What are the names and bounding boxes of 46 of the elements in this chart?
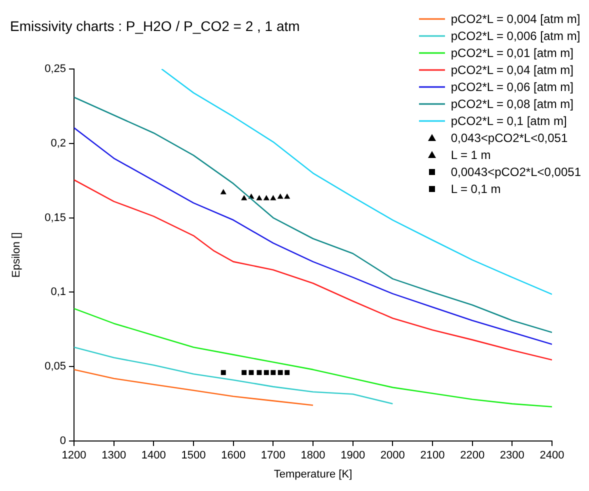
- legend-label: 0,0043<pCO2*L<0,0051 L = 0,1 m: [450, 164, 581, 196]
- x-tick-label: 1700: [260, 450, 286, 462]
- chart-title: Emissivity charts : P_H2O / P_CO2 = 2 , 1 atm: [10, 18, 300, 34]
- point: [220, 189, 226, 194]
- point: [241, 194, 248, 200]
- legend-label: pCO2*L = 0,04 [atm m]: [450, 62, 574, 76]
- point: [248, 370, 254, 376]
- x-tick-label: 1400: [141, 450, 166, 462]
- point: [220, 370, 226, 376]
- y-tick-label: 0,25: [44, 63, 66, 76]
- x-tick-label: 2400: [540, 450, 564, 462]
- point: [256, 194, 262, 200]
- y-axis-title: Epsilon []: [10, 232, 23, 278]
- x-tick-label: 1600: [221, 450, 246, 462]
- x-tick-label: 2100: [420, 450, 445, 462]
- x-tick-label: 1200: [62, 450, 86, 462]
- y-tick-label: 0: [60, 435, 66, 448]
- point: [278, 370, 283, 376]
- point: [270, 194, 276, 200]
- legend-label: pCO2*L = 0,1 [atm m]: [450, 114, 567, 128]
- point: [277, 193, 284, 199]
- x-tick-label: 2200: [460, 450, 485, 462]
- point: [284, 193, 290, 199]
- legend-label: pCO2*L = 0,06 [atm m]: [450, 80, 574, 94]
- legend-label: pCO2*L = 0,01 [atm m]: [450, 46, 574, 60]
- x-tick-label: 2300: [500, 450, 524, 462]
- y-tick-label: 0,2: [50, 137, 66, 150]
- x-tick-label: 1300: [102, 450, 126, 462]
- x-axis-title: Temperature [K]: [274, 468, 352, 480]
- point: [284, 370, 290, 376]
- point: [242, 370, 247, 376]
- legend-label: 0,043<pCO2*L<0,051 L = 1 m: [450, 130, 568, 162]
- point: [263, 194, 270, 200]
- y-tick-label: 0,1: [50, 286, 66, 298]
- legend-label: pCO2*L = 0,006 [atm m]: [450, 28, 580, 42]
- y-tick-label: 0,05: [44, 360, 66, 373]
- point: [256, 370, 262, 376]
- y-tick-label: 0,15: [44, 212, 66, 224]
- legend-label: pCO2*L = 0,08 [atm m]: [450, 96, 574, 110]
- point: [264, 370, 269, 376]
- x-tick-label: 2000: [380, 450, 405, 462]
- x-tick-label: 1500: [181, 450, 206, 462]
- legend-label: pCO2*L = 0,004 [atm m]: [450, 12, 580, 26]
- x-tick-label: 1900: [340, 450, 366, 462]
- point: [270, 370, 276, 376]
- x-tick-label: 1800: [300, 450, 326, 462]
